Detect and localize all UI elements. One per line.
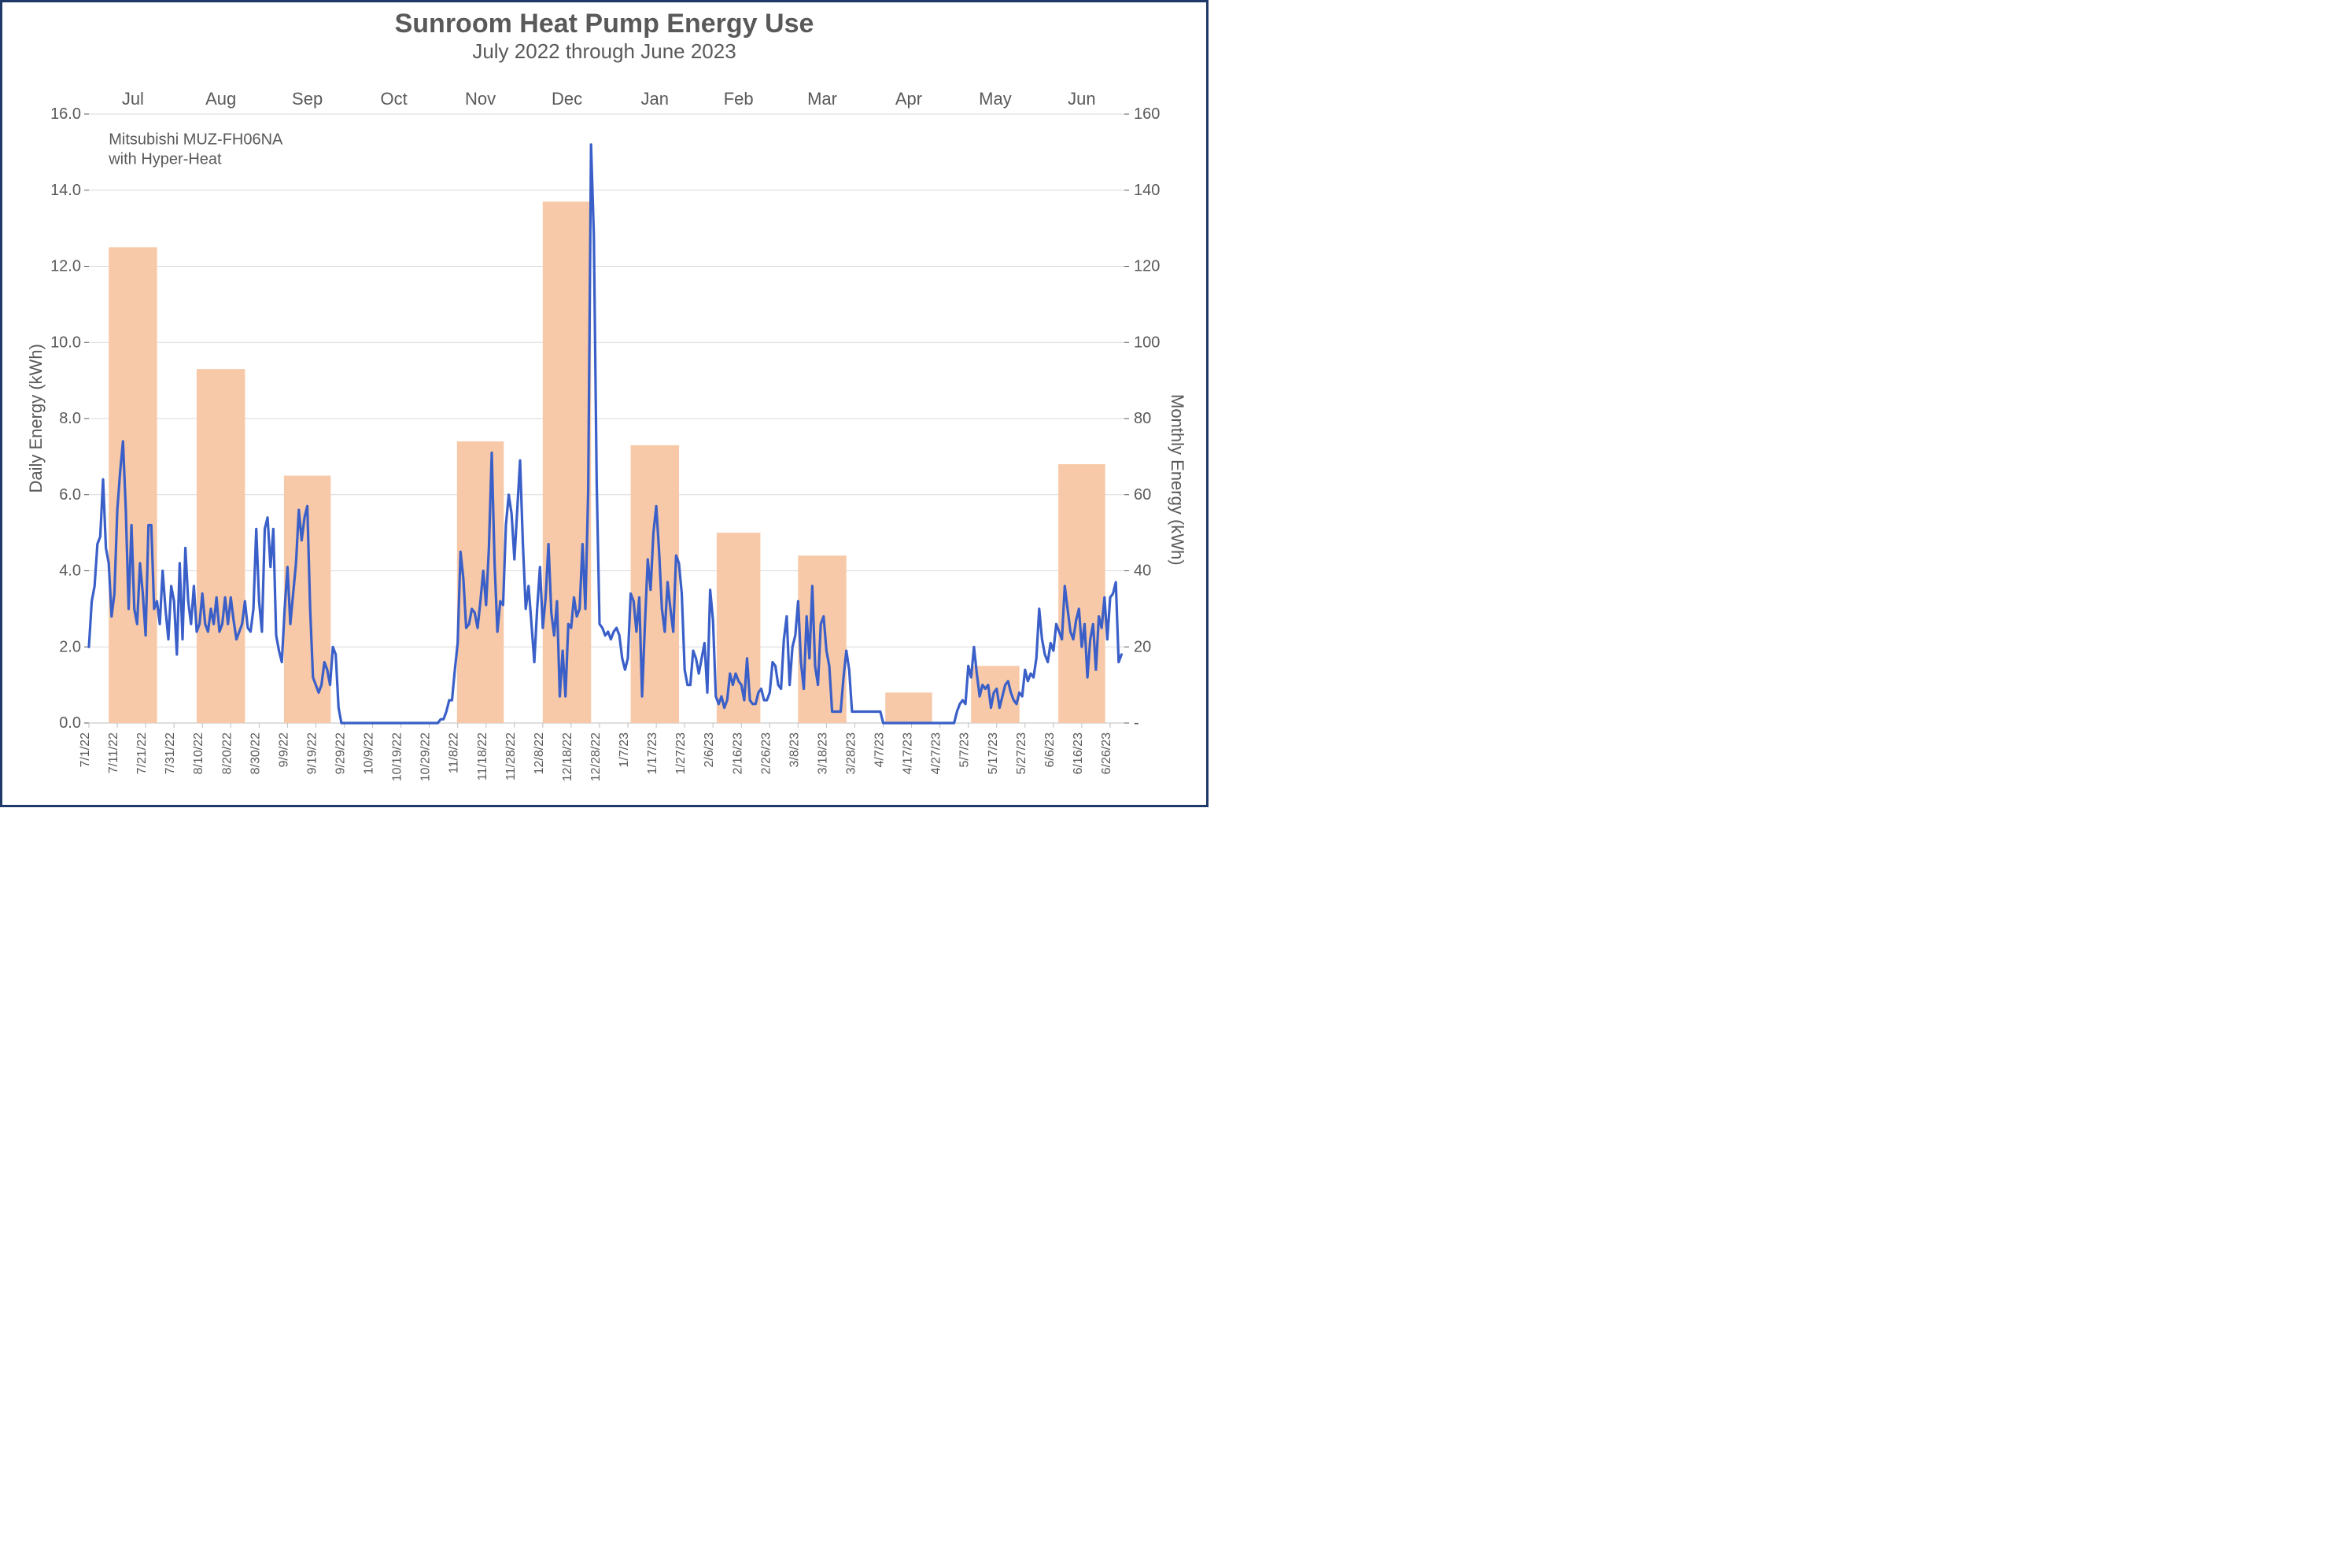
- x-tick-label: 7/21/22: [135, 732, 149, 774]
- x-tick-label: 3/8/23: [788, 732, 801, 768]
- monthly-bars: [109, 201, 1105, 723]
- monthly-bar: [197, 369, 245, 723]
- month-label: Aug: [205, 89, 236, 109]
- y-right-tick-label: 80: [1134, 410, 1151, 427]
- x-tick-label: 6/26/23: [1100, 732, 1113, 774]
- y-left-tick-label: 0.0: [59, 714, 81, 732]
- y-right-tick-label: 160: [1134, 105, 1160, 123]
- y-right-axis-label: Monthly Energy (kWh): [1167, 394, 1187, 566]
- y-right-tick-label: -: [1134, 714, 1139, 732]
- chart-annotation: Mitsubishi MUZ-FH06NA: [109, 131, 283, 149]
- y-right-tick-label: 140: [1134, 182, 1160, 199]
- y-left-tick-label: 14.0: [50, 182, 81, 199]
- monthly-bar: [109, 247, 157, 723]
- y-left-tick-label: 16.0: [50, 105, 81, 123]
- x-tick-label: 4/17/23: [902, 732, 915, 774]
- x-tick-label: 3/18/23: [816, 732, 829, 774]
- x-tick-label: 5/17/23: [987, 732, 1000, 774]
- x-tick-label: 11/8/22: [448, 732, 461, 773]
- y-right-tick-label: 60: [1134, 486, 1151, 504]
- y-right-tick-label: 20: [1134, 638, 1151, 655]
- x-tick-label: 1/27/23: [674, 732, 688, 774]
- x-tick-label: 8/30/22: [249, 732, 262, 774]
- x-tick-label: 4/7/23: [873, 732, 887, 768]
- y-left-tick-label: 4.0: [59, 563, 81, 580]
- month-label: Dec: [552, 89, 582, 109]
- x-tick-label: 7/1/22: [79, 732, 92, 768]
- x-tick-label: 8/20/22: [220, 732, 234, 774]
- x-tick-label: 2/6/23: [703, 732, 716, 768]
- x-tick-label: 3/28/23: [844, 732, 858, 774]
- y-right-tick-label: 40: [1134, 563, 1151, 580]
- y-right-tick-label: 120: [1134, 258, 1160, 275]
- x-tick-label: 12/18/22: [561, 732, 574, 781]
- monthly-bar: [631, 445, 679, 723]
- x-tick-label: 10/19/22: [391, 732, 404, 781]
- month-label: Jun: [1068, 89, 1095, 109]
- x-tick-label: 10/9/22: [363, 732, 376, 774]
- month-label: Nov: [465, 89, 496, 109]
- y-left-tick-label: 12.0: [50, 258, 81, 275]
- month-label: Feb: [724, 89, 754, 109]
- x-tick-label: 5/27/23: [1015, 732, 1028, 774]
- month-label: Oct: [380, 89, 407, 109]
- y-right-tick-label: 100: [1134, 334, 1160, 351]
- chart-annotation: with Hyper-Heat: [108, 151, 222, 168]
- x-tick-label: 12/8/22: [533, 732, 546, 774]
- x-tick-label: 2/26/23: [759, 732, 773, 774]
- x-tick-label: 8/10/22: [192, 732, 205, 774]
- y-left-tick-label: 10.0: [50, 334, 81, 351]
- y-left-tick-label: 2.0: [59, 638, 81, 655]
- x-tick-label: 11/18/22: [476, 732, 489, 780]
- x-tick-label: 11/28/22: [504, 732, 518, 780]
- y-left-tick-label: 6.0: [59, 486, 81, 504]
- monthly-bar: [885, 692, 932, 723]
- x-tick-label: 1/7/23: [618, 732, 631, 768]
- month-label: Sep: [292, 89, 323, 109]
- x-tick-label: 9/29/22: [334, 732, 347, 774]
- x-tick-label: 9/9/22: [277, 732, 290, 768]
- x-tick-label: 12/28/22: [589, 732, 603, 781]
- x-tick-label: 5/7/23: [958, 732, 972, 768]
- x-tick-label: 7/31/22: [164, 732, 177, 774]
- x-tick-label: 7/11/22: [107, 732, 120, 773]
- month-label: May: [979, 89, 1012, 109]
- y-left-tick-label: 8.0: [59, 410, 81, 427]
- x-tick-label: 6/6/23: [1043, 732, 1057, 768]
- month-label: Jul: [122, 89, 144, 109]
- x-tick-label: 1/17/23: [646, 732, 659, 774]
- x-tick-label: 10/29/22: [419, 732, 433, 781]
- x-tick-label: 6/16/23: [1072, 732, 1085, 774]
- x-tick-label: 9/19/22: [305, 732, 319, 774]
- month-label: Mar: [807, 89, 837, 109]
- month-labels: Jul Aug Sep Oct Nov Dec Jan Feb Mar Apr May Jun: [122, 89, 1096, 109]
- month-label: Apr: [895, 89, 922, 109]
- month-label: Jan: [641, 89, 669, 109]
- x-tick-label: 4/27/23: [930, 732, 943, 774]
- chart-frame: Sunroom Heat Pump Energy UseJuly 2022 th…: [0, 0, 1209, 807]
- monthly-bar: [717, 533, 761, 723]
- chart-svg: 0.0 2.0 4.0 6.0 8.0 10.0 12.0 14.0 16.0 - 20 40 60 80…: [2, 2, 1211, 810]
- x-tick-labels: 7/1/22 7/11/22 7/21/22 7/31/22 8/10/22 8/20/2…: [79, 723, 1113, 781]
- x-tick-label: 2/16/23: [731, 732, 744, 774]
- y-left-axis-label: Daily Energy (kWh): [26, 344, 46, 493]
